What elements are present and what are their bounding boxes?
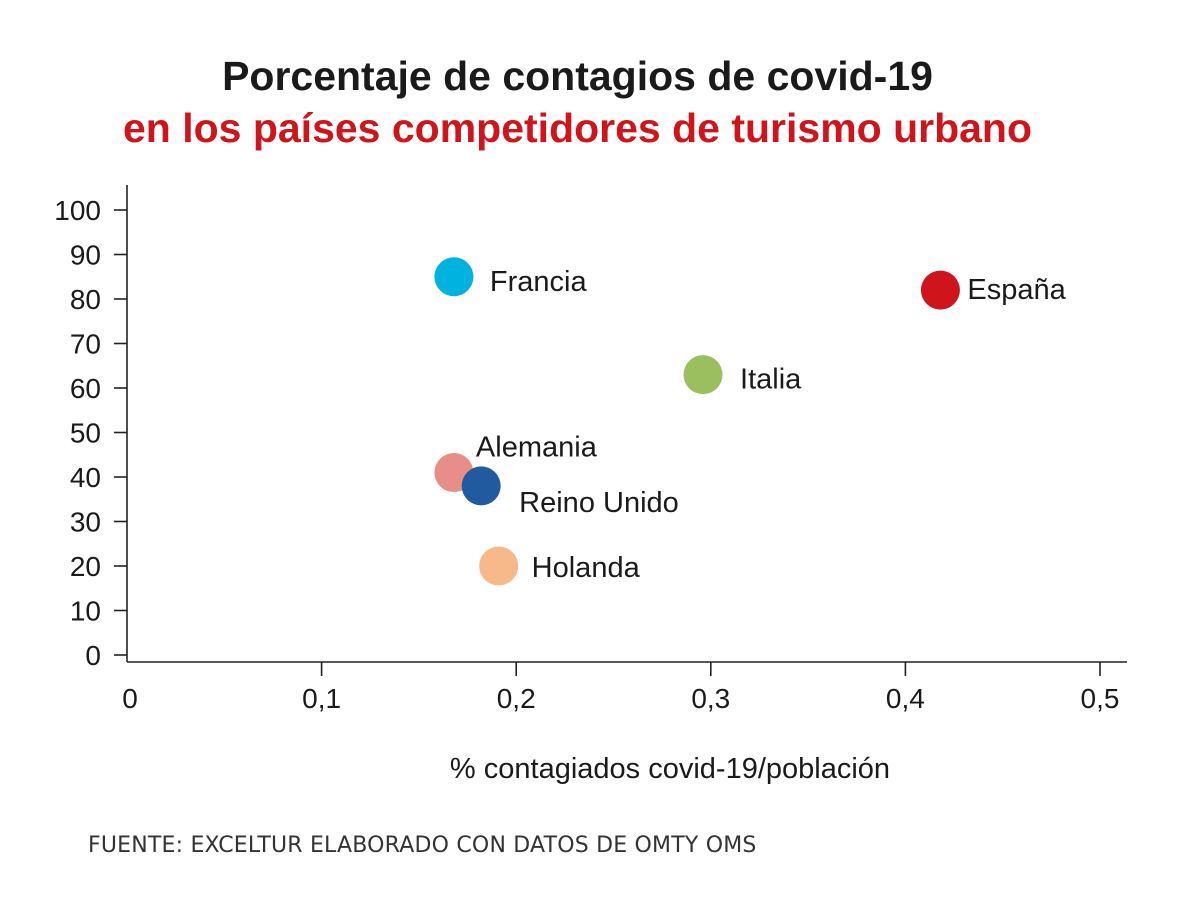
data-point-label: Alemania: [476, 432, 598, 464]
y-tick-label: 80: [70, 284, 101, 315]
data-point-label: Reino Unido: [519, 487, 679, 519]
data-point-label: Holanda: [532, 552, 641, 584]
y-tick-label: 30: [70, 507, 101, 538]
y-tick-label: 90: [70, 240, 101, 271]
x-tick-label: 0,4: [886, 683, 925, 714]
chart-title: Porcentaje de contagios de covid-19: [222, 53, 933, 99]
x-tick-label: 0,5: [1081, 683, 1120, 714]
data-points: Francia España Italia Alemania Reino Unido Ho…: [434, 257, 1067, 586]
y-tick-label: 10: [70, 596, 101, 627]
x-tick-label: 0,2: [497, 683, 536, 714]
x-tick-label: 0,1: [302, 683, 341, 714]
data-point-label: España: [967, 274, 1066, 306]
axes: 0 10 20 30 40 50 60 70 80 90 100 0 0,1 0,2 0,3 0,4 0,5: [54, 185, 1127, 714]
data-point: [434, 257, 474, 297]
y-tick-label: 50: [70, 418, 101, 449]
y-tick-label: 20: [70, 551, 101, 582]
y-tick-label: 100: [54, 195, 101, 226]
data-point: [920, 270, 960, 310]
source-note: FUENTE: EXCELTUR ELABORADO CON DATOS DE …: [88, 833, 757, 858]
y-tick-label: 40: [70, 462, 101, 493]
x-axis-label: % contagiados covid-19/población: [450, 753, 890, 785]
y-tick-label: 70: [70, 329, 101, 360]
data-point: [683, 355, 723, 395]
data-point-label: Italia: [740, 364, 802, 396]
data-point: [479, 546, 519, 586]
y-tick-label: 60: [70, 373, 101, 404]
x-tick-label: 0: [122, 683, 138, 714]
chart-title-block: Porcentaje de contagios de covid-19 en l…: [0, 50, 1155, 154]
y-tick-label: 0: [85, 640, 101, 671]
chart-subtitle: en los países competidores de turismo ur…: [122, 105, 1033, 151]
data-point-label: Francia: [490, 266, 588, 298]
data-point: [461, 466, 501, 506]
x-tick-label: 0,3: [691, 683, 730, 714]
